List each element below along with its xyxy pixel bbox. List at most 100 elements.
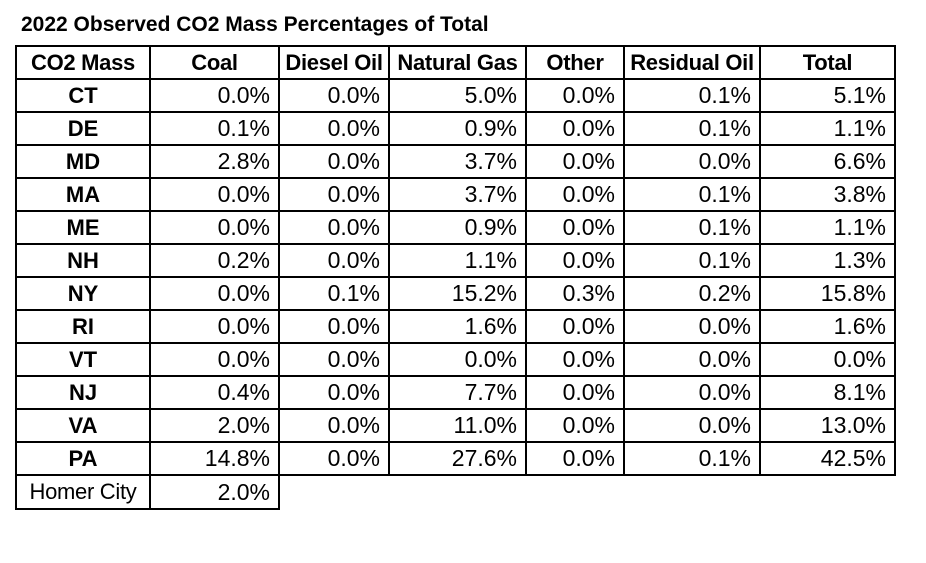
cell-nh-total: 1.3% bbox=[759, 243, 896, 278]
cell-vt-diesel-oil: 0.0% bbox=[278, 342, 390, 377]
column-header-natural-gas: Natural Gas bbox=[388, 45, 527, 80]
column-header-diesel-oil: Diesel Oil bbox=[278, 45, 390, 80]
row-label-md: MD bbox=[15, 144, 151, 179]
empty-cell bbox=[526, 475, 624, 509]
cell-ny-residual-oil: 0.2% bbox=[623, 276, 761, 311]
cell-ct-residual-oil: 0.1% bbox=[623, 78, 761, 113]
cell-ma-total: 3.8% bbox=[759, 177, 896, 212]
cell-ny-total: 15.8% bbox=[759, 276, 896, 311]
cell-nh-other: 0.0% bbox=[525, 243, 625, 278]
table-row-vt: VT 0.0% 0.0% 0.0% 0.0% 0.0% 0.0% bbox=[15, 342, 896, 377]
cell-homer-city-coal: 2.0% bbox=[149, 474, 280, 510]
cell-vt-total: 0.0% bbox=[759, 342, 896, 377]
cell-de-natural-gas: 0.9% bbox=[388, 111, 527, 146]
cell-de-total: 1.1% bbox=[759, 111, 896, 146]
row-label-nh: NH bbox=[15, 243, 151, 278]
table-row-nh: NH 0.2% 0.0% 1.1% 0.0% 0.1% 1.3% bbox=[15, 243, 896, 278]
table-title: 2022 Observed CO2 Mass Percentages of To… bbox=[21, 13, 489, 36]
cell-me-other: 0.0% bbox=[525, 210, 625, 245]
table-row-md: MD 2.8% 0.0% 3.7% 0.0% 0.0% 6.6% bbox=[15, 144, 896, 179]
cell-pa-natural-gas: 27.6% bbox=[388, 441, 527, 476]
cell-de-residual-oil: 0.1% bbox=[623, 111, 761, 146]
row-label-pa: PA bbox=[15, 441, 151, 476]
cell-de-coal: 0.1% bbox=[149, 111, 280, 146]
cell-nj-natural-gas: 7.7% bbox=[388, 375, 527, 410]
cell-ct-other: 0.0% bbox=[525, 78, 625, 113]
cell-pa-other: 0.0% bbox=[525, 441, 625, 476]
row-label-vt: VT bbox=[15, 342, 151, 377]
column-header-coal: Coal bbox=[149, 45, 280, 80]
cell-va-residual-oil: 0.0% bbox=[623, 408, 761, 443]
cell-va-coal: 2.0% bbox=[149, 408, 280, 443]
cell-ma-residual-oil: 0.1% bbox=[623, 177, 761, 212]
cell-pa-coal: 14.8% bbox=[149, 441, 280, 476]
cell-vt-other: 0.0% bbox=[525, 342, 625, 377]
cell-nj-other: 0.0% bbox=[525, 375, 625, 410]
column-header-other: Other bbox=[525, 45, 625, 80]
row-label-nj: NJ bbox=[15, 375, 151, 410]
row-label-de: DE bbox=[15, 111, 151, 146]
cell-nh-diesel-oil: 0.0% bbox=[278, 243, 390, 278]
cell-pa-diesel-oil: 0.0% bbox=[278, 441, 390, 476]
cell-va-natural-gas: 11.0% bbox=[388, 408, 527, 443]
empty-cell bbox=[389, 475, 526, 509]
row-label-va: VA bbox=[15, 408, 151, 443]
table-row-ma: MA 0.0% 0.0% 3.7% 0.0% 0.1% 3.8% bbox=[15, 177, 896, 212]
cell-ri-diesel-oil: 0.0% bbox=[278, 309, 390, 344]
row-label-homer-city: Homer City bbox=[15, 474, 151, 510]
cell-ct-natural-gas: 5.0% bbox=[388, 78, 527, 113]
cell-va-other: 0.0% bbox=[525, 408, 625, 443]
cell-vt-residual-oil: 0.0% bbox=[623, 342, 761, 377]
cell-nj-coal: 0.4% bbox=[149, 375, 280, 410]
table-row-homer-city: Homer City 2.0% bbox=[15, 474, 895, 510]
cell-va-total: 13.0% bbox=[759, 408, 896, 443]
cell-vt-natural-gas: 0.0% bbox=[388, 342, 527, 377]
table-row-me: ME 0.0% 0.0% 0.9% 0.0% 0.1% 1.1% bbox=[15, 210, 896, 245]
table-row-de: DE 0.1% 0.0% 0.9% 0.0% 0.1% 1.1% bbox=[15, 111, 896, 146]
empty-cell bbox=[760, 475, 895, 509]
cell-md-residual-oil: 0.0% bbox=[623, 144, 761, 179]
cell-de-other: 0.0% bbox=[525, 111, 625, 146]
cell-me-coal: 0.0% bbox=[149, 210, 280, 245]
cell-me-total: 1.1% bbox=[759, 210, 896, 245]
cell-ri-total: 1.6% bbox=[759, 309, 896, 344]
header-row: CO2 Mass Coal Diesel Oil Natural Gas Other Re… bbox=[15, 45, 896, 80]
cell-md-coal: 2.8% bbox=[149, 144, 280, 179]
cell-md-other: 0.0% bbox=[525, 144, 625, 179]
cell-md-natural-gas: 3.7% bbox=[388, 144, 527, 179]
table-row-pa: PA 14.8% 0.0% 27.6% 0.0% 0.1% 42.5% bbox=[15, 441, 896, 476]
table-row-ri: RI 0.0% 0.0% 1.6% 0.0% 0.0% 1.6% bbox=[15, 309, 896, 344]
cell-vt-coal: 0.0% bbox=[149, 342, 280, 377]
cell-de-diesel-oil: 0.0% bbox=[278, 111, 390, 146]
cell-pa-residual-oil: 0.1% bbox=[623, 441, 761, 476]
cell-ny-diesel-oil: 0.1% bbox=[278, 276, 390, 311]
co2-mass-percentages-table: CO2 Mass Coal Diesel Oil Natural Gas Other Re… bbox=[15, 45, 896, 510]
empty-cell bbox=[279, 475, 389, 509]
row-label-me: ME bbox=[15, 210, 151, 245]
row-label-ma: MA bbox=[15, 177, 151, 212]
table-row-ct: CT 0.0% 0.0% 5.0% 0.0% 0.1% 5.1% bbox=[15, 78, 896, 113]
cell-ri-coal: 0.0% bbox=[149, 309, 280, 344]
empty-cell bbox=[624, 475, 760, 509]
row-label-ct: CT bbox=[15, 78, 151, 113]
cell-md-total: 6.6% bbox=[759, 144, 896, 179]
cell-me-diesel-oil: 0.0% bbox=[278, 210, 390, 245]
row-label-ri: RI bbox=[15, 309, 151, 344]
table-row-va: VA 2.0% 0.0% 11.0% 0.0% 0.0% 13.0% bbox=[15, 408, 896, 443]
cell-ma-other: 0.0% bbox=[525, 177, 625, 212]
cell-nh-coal: 0.2% bbox=[149, 243, 280, 278]
cell-ma-natural-gas: 3.7% bbox=[388, 177, 527, 212]
row-label-ny: NY bbox=[15, 276, 151, 311]
cell-ct-coal: 0.0% bbox=[149, 78, 280, 113]
cell-ct-total: 5.1% bbox=[759, 78, 896, 113]
cell-me-natural-gas: 0.9% bbox=[388, 210, 527, 245]
column-header-residual-oil: Residual Oil bbox=[623, 45, 761, 80]
cell-va-diesel-oil: 0.0% bbox=[278, 408, 390, 443]
cell-nj-residual-oil: 0.0% bbox=[623, 375, 761, 410]
report-page: 2022 Observed CO2 Mass Percentages of To… bbox=[0, 13, 926, 563]
cell-md-diesel-oil: 0.0% bbox=[278, 144, 390, 179]
cell-me-residual-oil: 0.1% bbox=[623, 210, 761, 245]
cell-ny-coal: 0.0% bbox=[149, 276, 280, 311]
cell-ma-diesel-oil: 0.0% bbox=[278, 177, 390, 212]
cell-ct-diesel-oil: 0.0% bbox=[278, 78, 390, 113]
